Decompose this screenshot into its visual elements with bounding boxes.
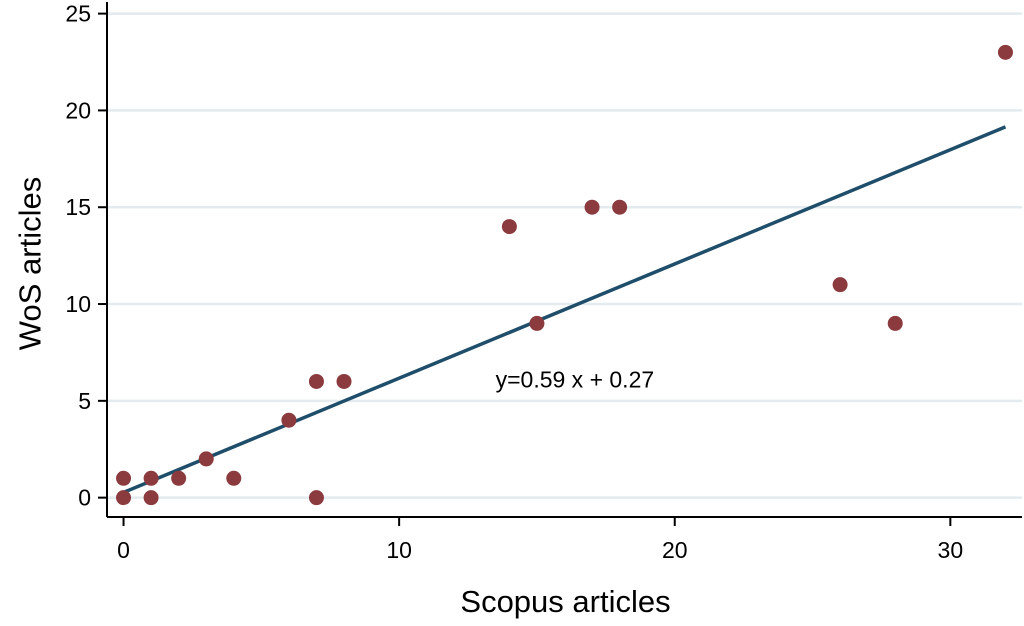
- labels: 0 5 10 15 20 25 0 10 20 30 Scopus articles WoS arti…: [13, 1, 964, 619]
- data-point: [612, 199, 628, 215]
- y-tick-label: 5: [78, 388, 91, 414]
- x-tick-label: 20: [662, 537, 688, 563]
- data-point: [308, 490, 324, 506]
- y-axis-title: WoS articles: [13, 177, 48, 350]
- data-point: [143, 470, 159, 486]
- data-point: [226, 470, 242, 486]
- data-point: [143, 490, 159, 506]
- data-points: [116, 44, 1013, 506]
- data-point: [171, 470, 187, 486]
- axes: [98, 2, 1022, 526]
- data-point: [116, 490, 132, 506]
- x-tick-label: 10: [386, 537, 412, 563]
- fit-line-group: [122, 125, 1007, 495]
- y-tick-label: 25: [65, 1, 91, 27]
- data-point: [308, 373, 324, 389]
- y-tick-label: 0: [78, 485, 91, 511]
- y-tick-label: 15: [65, 194, 91, 220]
- data-point: [887, 315, 903, 331]
- x-tick-label: 0: [117, 537, 130, 563]
- y-tick-label: 10: [65, 291, 91, 317]
- data-point: [584, 199, 600, 215]
- gridlines: [107, 12, 1022, 499]
- x-tick-label: 30: [938, 537, 964, 563]
- data-point: [198, 451, 214, 467]
- x-axis-title: Scopus articles: [460, 584, 670, 619]
- data-point: [116, 470, 132, 486]
- data-point: [501, 219, 517, 235]
- regression-equation-label: y=0.59 x + 0.27: [496, 367, 655, 393]
- data-point: [529, 315, 545, 331]
- fit-line: [122, 125, 1007, 495]
- data-point: [997, 44, 1013, 60]
- data-point: [336, 373, 352, 389]
- data-point: [832, 277, 848, 293]
- data-point: [281, 412, 297, 428]
- y-tick-label: 20: [65, 97, 91, 123]
